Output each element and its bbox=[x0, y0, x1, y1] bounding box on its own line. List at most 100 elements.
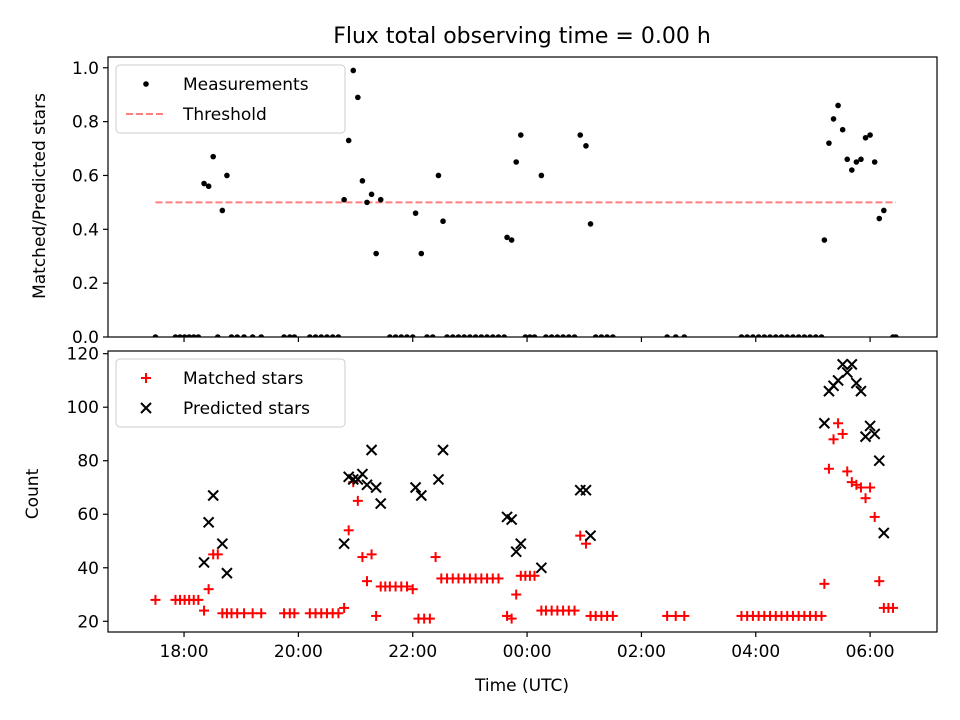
y-tick-label: 0.0 bbox=[72, 328, 99, 348]
top-panel: 0.0 0.2 0.4 0.6 0.8 1.0 Measurements Threshold bbox=[72, 56, 938, 348]
legend-box bbox=[115, 64, 346, 134]
y-tick-label: 40 bbox=[77, 559, 99, 579]
matched-star-point bbox=[357, 552, 368, 563]
measurement-point bbox=[467, 334, 473, 337]
measurement-point bbox=[195, 334, 202, 337]
legend-marker-measurements bbox=[143, 81, 149, 87]
measurement-point bbox=[858, 156, 864, 163]
measurement-point bbox=[177, 334, 183, 337]
matched-star-point bbox=[833, 418, 844, 429]
y-tick-label: 0.4 bbox=[72, 220, 99, 240]
measurement-point bbox=[341, 196, 347, 203]
matched-star-point bbox=[575, 530, 586, 541]
predicted-star-point bbox=[347, 473, 359, 486]
y-tick-label: 20 bbox=[77, 612, 99, 632]
predicted-star-point bbox=[859, 430, 872, 443]
measurement-point bbox=[604, 334, 610, 337]
measurement-point bbox=[489, 334, 496, 337]
matched-star-point bbox=[150, 594, 161, 605]
y-tick-label: 1.0 bbox=[72, 59, 99, 79]
predicted-star-point bbox=[846, 358, 858, 371]
matched-star-point bbox=[424, 613, 435, 624]
matched-star-point bbox=[887, 602, 898, 613]
measurement-point bbox=[821, 237, 828, 243]
predicted-star-point bbox=[515, 537, 527, 550]
predicted-star-point bbox=[850, 377, 863, 389]
predicted-star-point bbox=[338, 537, 350, 550]
measurement-point bbox=[849, 167, 855, 173]
matched-star-point bbox=[193, 594, 204, 605]
matched-star-point bbox=[343, 525, 354, 536]
measurement-point bbox=[355, 94, 361, 101]
matched-star-point bbox=[869, 511, 880, 522]
measurement-point bbox=[790, 334, 796, 337]
matched-star-point bbox=[819, 578, 830, 589]
matched-star-point bbox=[569, 605, 580, 616]
measurement-point bbox=[234, 334, 241, 337]
measurement-point bbox=[404, 334, 410, 337]
measurement-point bbox=[350, 67, 357, 74]
measurement-point bbox=[835, 102, 841, 109]
y-tick-label: 0.8 bbox=[72, 113, 99, 133]
top-y-axis-label: Matched/Predicted stars bbox=[30, 93, 50, 299]
measurement-point bbox=[504, 234, 510, 241]
bottom-y-axis-label: Count bbox=[23, 468, 43, 519]
predicted-star-point bbox=[216, 537, 229, 550]
matched-star-point bbox=[874, 576, 885, 587]
matched-star-point bbox=[855, 482, 866, 493]
plot-area bbox=[150, 358, 898, 624]
measurement-point bbox=[307, 334, 313, 337]
measurement-point bbox=[571, 334, 578, 337]
measurement-point bbox=[812, 334, 819, 337]
measurement-point bbox=[409, 334, 416, 337]
measurement-point bbox=[291, 334, 298, 337]
predicted-star-point bbox=[841, 366, 853, 379]
predicted-star-point bbox=[432, 473, 445, 486]
measurement-point bbox=[472, 334, 479, 337]
x-tick-label: 02:00 bbox=[617, 642, 666, 662]
y-tick-label: 100 bbox=[67, 398, 99, 418]
measurement-point bbox=[398, 334, 405, 337]
matched-star-point bbox=[371, 610, 382, 621]
y-tick-label: 120 bbox=[67, 345, 99, 365]
predicted-star-point bbox=[873, 455, 885, 467]
predicted-star-point bbox=[361, 479, 373, 491]
measurement-point bbox=[258, 334, 265, 337]
measurement-point bbox=[324, 334, 330, 337]
measurement-point bbox=[455, 334, 462, 337]
predicted-star-point bbox=[818, 417, 831, 429]
y-tick-label: 0.2 bbox=[72, 274, 99, 294]
predicted-star-point bbox=[437, 444, 449, 456]
measurement-point bbox=[181, 334, 188, 337]
measurement-point bbox=[761, 334, 768, 337]
measurement-point bbox=[478, 334, 485, 337]
predicted-star-point bbox=[584, 529, 597, 542]
matched-star-point bbox=[289, 608, 300, 619]
measurement-point bbox=[484, 334, 490, 337]
measurement-point bbox=[249, 334, 256, 337]
legend-box bbox=[115, 358, 346, 428]
axes-frame bbox=[107, 56, 938, 338]
measurement-point bbox=[744, 334, 750, 337]
measurement-point bbox=[312, 334, 319, 337]
matched-star-point bbox=[402, 581, 413, 592]
measurement-point bbox=[681, 334, 688, 337]
predicted-star-point bbox=[855, 385, 867, 397]
measurement-point bbox=[368, 191, 375, 198]
matched-star-point bbox=[837, 428, 848, 439]
measurement-point bbox=[543, 334, 549, 337]
measurement-point bbox=[449, 334, 456, 337]
matched-star-point bbox=[361, 576, 372, 587]
matched-star-point bbox=[828, 434, 839, 445]
measurement-point bbox=[335, 334, 342, 337]
measurement-point bbox=[387, 334, 393, 337]
measurement-point bbox=[172, 334, 179, 337]
measurement-point bbox=[329, 334, 336, 337]
measurement-point bbox=[527, 334, 533, 337]
measurement-point bbox=[392, 334, 399, 337]
matched-star-point bbox=[247, 608, 258, 619]
matched-star-point bbox=[607, 610, 618, 621]
matched-star-point bbox=[816, 610, 827, 621]
measurement-point bbox=[359, 178, 366, 184]
measurement-point bbox=[839, 126, 846, 133]
